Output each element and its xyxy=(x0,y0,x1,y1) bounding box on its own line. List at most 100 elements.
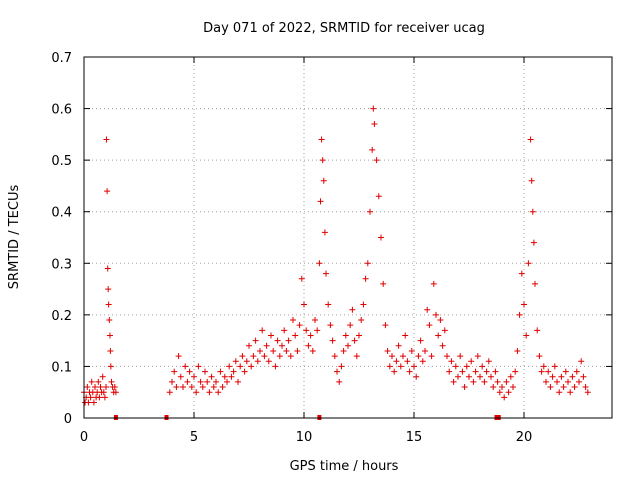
x-axis-label: GPS time / hours xyxy=(290,459,399,474)
data-point xyxy=(331,353,338,360)
data-point xyxy=(173,384,180,391)
tick-labels: 0 5 10 15 20 0 0.1 0.2 0.3 0.4 0.5 0.6 0.7 xyxy=(51,51,532,445)
data-point xyxy=(547,384,554,391)
data-point xyxy=(532,280,538,287)
data-point xyxy=(514,347,521,354)
data-point xyxy=(389,353,395,360)
data-point xyxy=(197,378,204,385)
data-point xyxy=(166,389,173,396)
data-point xyxy=(169,378,175,385)
data-point xyxy=(452,363,459,370)
data-point xyxy=(84,384,91,391)
data-point xyxy=(457,353,464,360)
data-point xyxy=(318,136,325,143)
data-point xyxy=(483,368,490,375)
data-point xyxy=(413,373,420,380)
data-point xyxy=(545,368,552,375)
data-point xyxy=(219,384,226,391)
data-point xyxy=(358,317,365,324)
data-point xyxy=(554,378,560,385)
data-point xyxy=(549,373,556,380)
chart-title: Day 071 of 2022, SRMTID for receiver uca… xyxy=(203,21,485,36)
data-point xyxy=(364,260,371,267)
data-point xyxy=(184,378,191,385)
data-point xyxy=(380,280,387,287)
data-point xyxy=(281,327,288,334)
data-point xyxy=(259,327,266,334)
data-point xyxy=(448,358,455,365)
data-point xyxy=(224,378,230,385)
data-point xyxy=(268,332,274,339)
data-point xyxy=(356,332,362,339)
data-point xyxy=(305,342,312,349)
data-point xyxy=(104,188,111,195)
data-point xyxy=(292,332,299,339)
plot-frame xyxy=(83,56,613,419)
data-point xyxy=(463,363,470,370)
data-point xyxy=(505,389,512,396)
data-point xyxy=(512,368,519,375)
data-point xyxy=(415,353,422,360)
data-point xyxy=(556,389,563,396)
data-point xyxy=(573,368,580,375)
data-point xyxy=(90,399,97,406)
data-point xyxy=(206,389,213,396)
data-point xyxy=(105,286,112,293)
data-point xyxy=(373,157,380,164)
data-point xyxy=(97,384,104,391)
data-point xyxy=(230,368,237,375)
data-point xyxy=(540,363,547,370)
data-point xyxy=(444,353,450,360)
data-point xyxy=(488,373,494,380)
data-point xyxy=(107,363,114,370)
data-point xyxy=(494,378,501,385)
data-point xyxy=(378,234,384,241)
data-point xyxy=(250,353,257,360)
data-point xyxy=(529,208,536,215)
data-point xyxy=(466,373,472,380)
data-point xyxy=(580,373,587,380)
data-point xyxy=(213,378,219,385)
data-point xyxy=(534,327,541,334)
data-point xyxy=(88,378,95,385)
data-point xyxy=(321,229,328,236)
data-point xyxy=(99,373,106,380)
data-point xyxy=(208,373,215,380)
data-point xyxy=(252,337,259,344)
data-point xyxy=(283,347,290,354)
data-point xyxy=(235,378,241,385)
data-point xyxy=(417,337,424,344)
x-tick-label: 5 xyxy=(190,430,198,445)
data-point xyxy=(375,193,382,200)
data-point xyxy=(338,363,345,370)
data-point xyxy=(106,332,113,339)
data-point xyxy=(340,347,347,354)
data-point xyxy=(336,378,343,385)
data-point xyxy=(108,378,115,385)
data-point xyxy=(263,342,270,349)
data-point xyxy=(177,373,184,380)
y-tick-label: 0 xyxy=(64,412,72,427)
data-point xyxy=(193,389,200,396)
data-point xyxy=(307,332,314,339)
data-point xyxy=(446,368,453,375)
data-point xyxy=(106,317,113,324)
data-point xyxy=(400,353,406,360)
data-point xyxy=(371,121,378,128)
data-point xyxy=(107,347,114,354)
data-point xyxy=(426,322,433,329)
data-point xyxy=(433,311,439,318)
data-point xyxy=(490,384,497,391)
data-point xyxy=(565,378,571,385)
data-point xyxy=(525,260,532,267)
data-point xyxy=(175,353,182,360)
data-point xyxy=(191,373,197,380)
x-tick-label: 0 xyxy=(80,430,88,445)
data-point xyxy=(360,301,367,308)
data-point xyxy=(101,394,108,401)
data-point xyxy=(582,384,589,391)
axis-ticks xyxy=(83,56,612,419)
data-point xyxy=(527,136,534,143)
data-point xyxy=(499,384,505,391)
data-point xyxy=(298,275,305,282)
